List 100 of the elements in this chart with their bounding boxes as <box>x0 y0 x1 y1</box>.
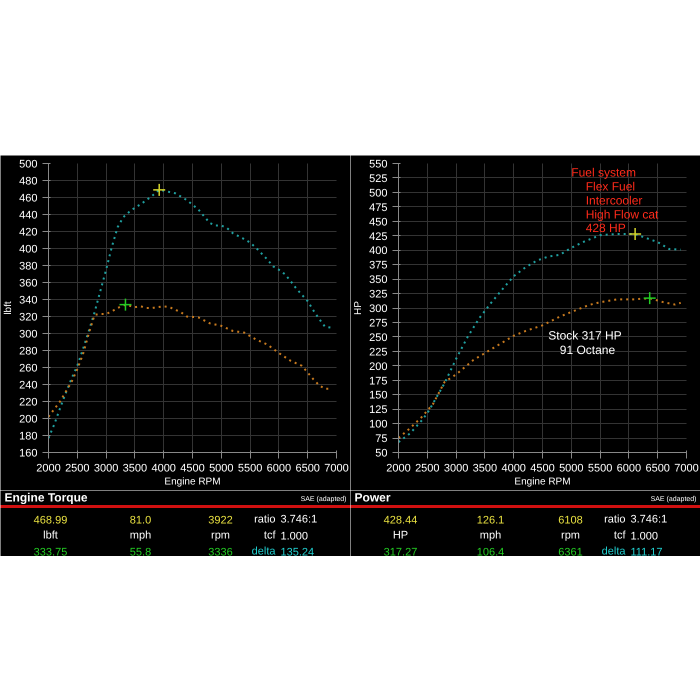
y-tick-label: 325 <box>369 288 388 301</box>
y-tick-label: 425 <box>369 230 388 243</box>
y-tick-label: 75 <box>375 433 388 446</box>
text: 3.746:1 <box>630 514 668 526</box>
y-tick-label: 280 <box>19 346 38 358</box>
x-tick-label: 2000 <box>36 462 61 474</box>
text: Engine Torque <box>4 490 88 504</box>
y-tick-label: 275 <box>369 317 388 330</box>
x-tick-label: 4500 <box>180 462 205 474</box>
y-tick-label: 320 <box>19 312 38 324</box>
annotation: 91 Octane <box>560 343 616 358</box>
text: 1.000 <box>630 530 658 542</box>
text: rpm <box>211 530 230 542</box>
text: delta <box>252 546 276 558</box>
y-tick-label: 50 <box>375 448 388 460</box>
text: 1.000 <box>280 530 308 542</box>
y-tick-label: 220 <box>19 396 38 408</box>
text: HP <box>392 530 408 542</box>
y-axis-title: lbft <box>3 301 14 315</box>
x-tick-label: 7000 <box>324 462 349 474</box>
line-series <box>48 188 332 440</box>
y-tick-label: 100 <box>369 418 388 431</box>
y-tick-label: 360 <box>19 278 38 290</box>
x-tick-label: 6500 <box>645 462 670 474</box>
x-tick-label: 6000 <box>616 462 642 474</box>
y-tick-label: 375 <box>369 260 388 272</box>
text: 3336 <box>208 546 233 558</box>
y-tick-label: 340 <box>19 294 38 306</box>
y-tick-label: 300 <box>19 328 38 340</box>
y-tick-label: 260 <box>19 362 38 374</box>
text: 111.17 <box>630 546 663 558</box>
y-tick-label: 420 <box>19 226 38 238</box>
text: tcf <box>264 530 276 542</box>
text: 106.4 <box>476 546 504 558</box>
text: 126.1 <box>476 514 504 526</box>
x-tick-label: 3500 <box>122 462 148 474</box>
x-tick-label: 4000 <box>501 462 526 474</box>
y-tick-label: 350 <box>369 274 388 286</box>
text: ratio <box>254 514 276 526</box>
y-tick-label: 175 <box>369 375 388 388</box>
y-tick-label: 200 <box>369 360 388 373</box>
text: rpm <box>561 530 580 542</box>
text: 3.746:1 <box>280 514 318 526</box>
y-tick-label: 200 <box>19 414 38 426</box>
x-tick-label: 6000 <box>266 462 292 474</box>
text: 135.24 <box>280 546 314 558</box>
y-tick-label: 480 <box>19 176 38 188</box>
text: mph <box>480 530 502 542</box>
y-axis-title: HP <box>353 300 364 315</box>
text: delta <box>602 546 626 558</box>
text: 6108 <box>558 514 583 526</box>
text: tcf <box>614 530 626 542</box>
x-tick-label: 4500 <box>530 462 555 474</box>
x-tick-label: 5000 <box>209 462 234 474</box>
x-axis-title: Engine RPM <box>164 476 221 488</box>
annotation: Intercooler <box>586 193 642 208</box>
y-tick-label: 125 <box>369 404 388 416</box>
y-tick-label: 300 <box>369 303 388 315</box>
text: 468.99 <box>34 514 68 526</box>
annotation: Flex Fuel <box>586 180 636 194</box>
x-tick-label: 6500 <box>295 462 320 474</box>
y-tick-label: 180 <box>19 430 38 442</box>
text: 6361 <box>558 546 583 558</box>
x-tick-label: 5000 <box>559 462 584 474</box>
text: 317.27 <box>384 546 418 558</box>
y-tick-label: 450 <box>369 216 388 228</box>
text: lbft <box>43 530 58 542</box>
x-tick-label: 2000 <box>386 462 411 474</box>
x-axis-title: Engine RPM <box>514 476 571 488</box>
x-tick-label: 3500 <box>472 462 498 474</box>
text: 3922 <box>208 514 233 526</box>
x-tick-label: 2500 <box>65 462 90 474</box>
text: ratio <box>604 514 626 526</box>
x-tick-label: 3000 <box>94 462 118 474</box>
text: 333.75 <box>34 546 68 558</box>
text: 428.44 <box>384 514 418 526</box>
x-tick-label: 2500 <box>415 462 440 474</box>
annotation: Fuel system <box>571 166 636 180</box>
y-tick-label: 240 <box>19 380 38 392</box>
x-tick-label: 5500 <box>588 462 612 474</box>
y-tick-label: 380 <box>19 260 38 272</box>
y-tick-label: 500 <box>369 187 388 200</box>
text: 81.0 <box>130 514 152 526</box>
y-tick-label: 525 <box>369 172 388 185</box>
x-tick-label: 3000 <box>444 462 468 474</box>
y-tick-label: 400 <box>369 245 388 258</box>
annotation: Stock 317 HP <box>548 328 622 343</box>
y-tick-label: 440 <box>19 210 38 222</box>
text: 55.8 <box>130 546 152 558</box>
y-tick-label: 550 <box>369 158 388 170</box>
line-series <box>398 297 682 440</box>
x-tick-label: 7000 <box>674 462 699 474</box>
y-tick-label: 460 <box>19 192 38 204</box>
y-tick-label: 150 <box>369 390 388 402</box>
y-tick-label: 225 <box>369 346 388 358</box>
annotation: 428 HP <box>586 221 626 236</box>
text: Power <box>354 490 391 504</box>
y-tick-label: 160 <box>19 448 38 460</box>
x-tick-label: 4000 <box>151 462 176 474</box>
y-tick-label: 475 <box>369 202 388 214</box>
